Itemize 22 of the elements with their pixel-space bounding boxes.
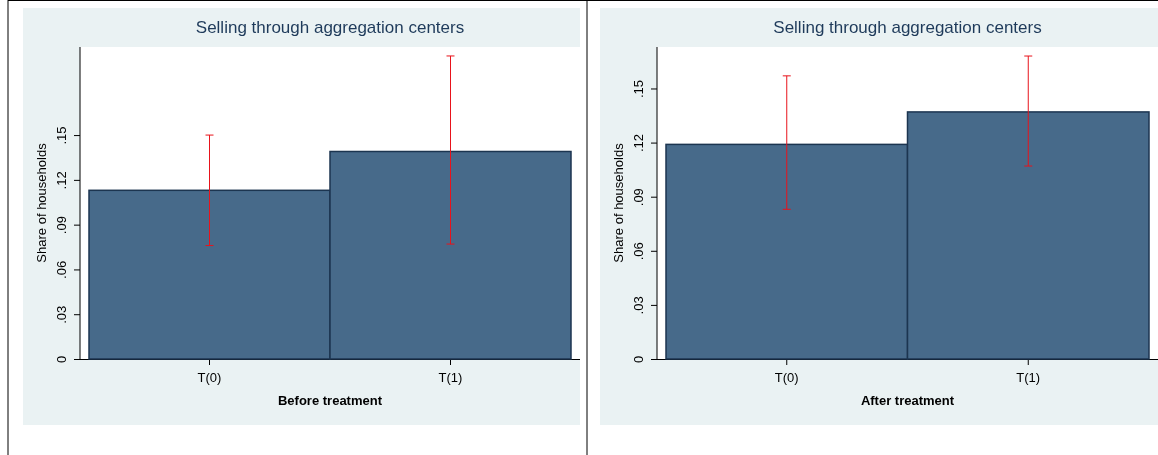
- y-tick-label: .09: [54, 216, 69, 235]
- x-tick-label: T(0): [774, 370, 799, 386]
- x-axis-title: After treatment: [860, 393, 955, 408]
- y-tick-label: .12: [54, 171, 69, 190]
- y-tick-label: .12: [631, 134, 646, 153]
- x-tick-label: T(1): [1016, 370, 1041, 386]
- y-tick-label: .06: [54, 260, 69, 279]
- y-tick-label: .09: [631, 188, 646, 207]
- y-tick-label: .03: [54, 305, 69, 324]
- x-axis-title: Before treatment: [277, 393, 383, 408]
- y-tick-label: 0: [54, 355, 69, 364]
- chart-title: Selling through aggregation centers: [773, 18, 1042, 37]
- x-tick-label: T(0): [197, 370, 222, 386]
- y-axis-title: Share of households: [34, 142, 49, 263]
- y-tick-label: .15: [631, 79, 646, 99]
- chart-title: Selling through aggregation centers: [195, 18, 465, 37]
- y-axis-title: Share of households: [611, 142, 626, 263]
- y-tick-label: .15: [54, 126, 69, 145]
- y-tick-label: .03: [631, 296, 646, 315]
- x-tick-label: T(1): [438, 370, 463, 386]
- y-tick-label: 0: [631, 355, 646, 364]
- y-tick-label: .06: [631, 242, 646, 261]
